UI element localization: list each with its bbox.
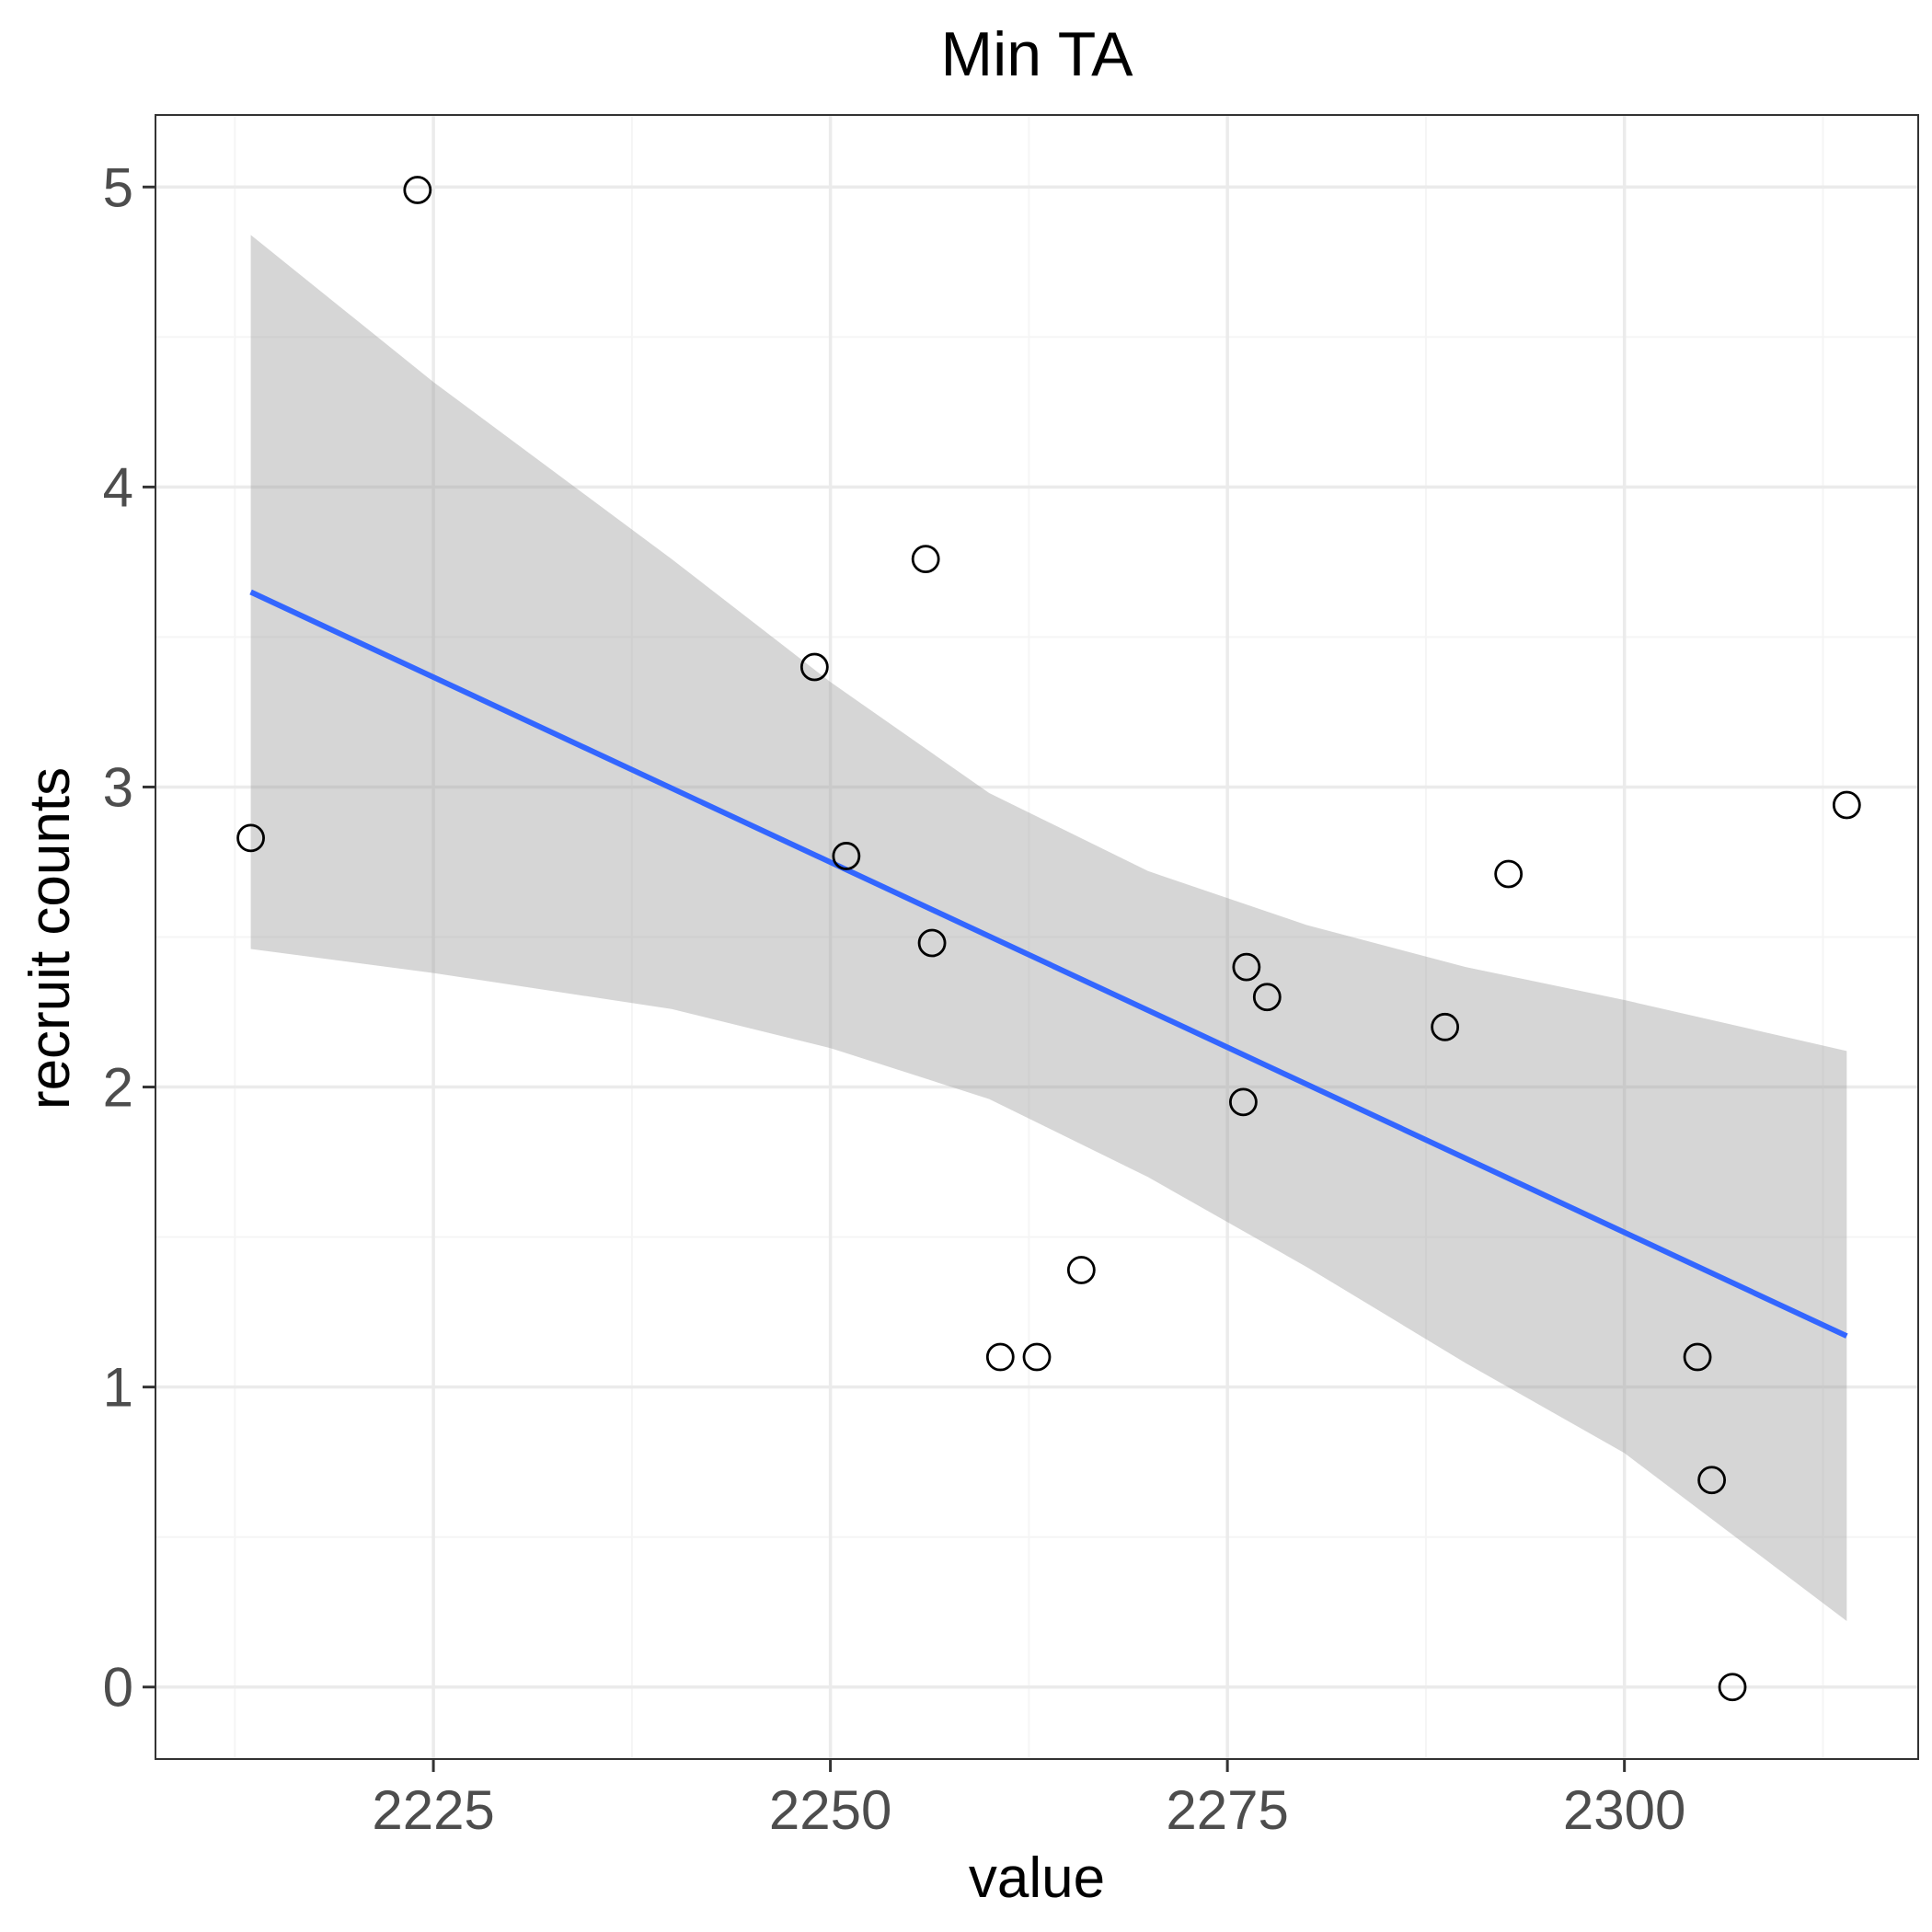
y-tick-label: 1 bbox=[103, 1357, 133, 1419]
data-points bbox=[236, 176, 1861, 1702]
data-point bbox=[1232, 952, 1261, 982]
regression-line-layer bbox=[249, 589, 1848, 1339]
data-point bbox=[1228, 1087, 1258, 1117]
data-point bbox=[1697, 1466, 1727, 1495]
data-point bbox=[911, 545, 940, 574]
data-point bbox=[1494, 859, 1524, 889]
x-axis-title: value bbox=[969, 1846, 1105, 1910]
data-point bbox=[799, 652, 829, 682]
panel-border bbox=[155, 114, 1919, 1760]
data-point bbox=[1066, 1256, 1096, 1284]
y-tick-label: 0 bbox=[103, 1657, 133, 1719]
y-axis-ticks: 0 1 2 3 4 5 bbox=[103, 156, 155, 1719]
y-tick-label: 5 bbox=[103, 156, 133, 218]
data-point bbox=[1431, 1012, 1460, 1041]
confidence-band bbox=[250, 235, 1847, 1621]
y-tick-label: 4 bbox=[103, 456, 133, 518]
x-tick-label: 2225 bbox=[372, 1779, 494, 1841]
data-point bbox=[832, 842, 861, 870]
chart-title: Min TA bbox=[940, 19, 1133, 89]
x-tick-label: 2250 bbox=[769, 1779, 891, 1841]
x-axis-ticks: 2225 2250 2275 2300 bbox=[372, 1759, 1685, 1841]
confidence-band-layer bbox=[250, 235, 1847, 1621]
data-point bbox=[1022, 1342, 1052, 1372]
data-point bbox=[236, 823, 265, 853]
data-point bbox=[1832, 790, 1861, 820]
data-point bbox=[403, 176, 432, 204]
data-point bbox=[1718, 1673, 1747, 1702]
y-axis-title: recruit counts bbox=[18, 767, 82, 1110]
x-tick-label: 2275 bbox=[1166, 1779, 1288, 1841]
x-tick-label: 2300 bbox=[1563, 1779, 1685, 1841]
regression-line bbox=[249, 589, 1848, 1339]
y-tick-label: 3 bbox=[103, 756, 133, 818]
data-point bbox=[985, 1342, 1015, 1372]
data-point bbox=[917, 928, 947, 958]
data-point bbox=[1683, 1342, 1712, 1372]
major-gridlines bbox=[155, 115, 1918, 1759]
data-point bbox=[1252, 983, 1282, 1012]
y-tick-label: 2 bbox=[103, 1057, 133, 1119]
